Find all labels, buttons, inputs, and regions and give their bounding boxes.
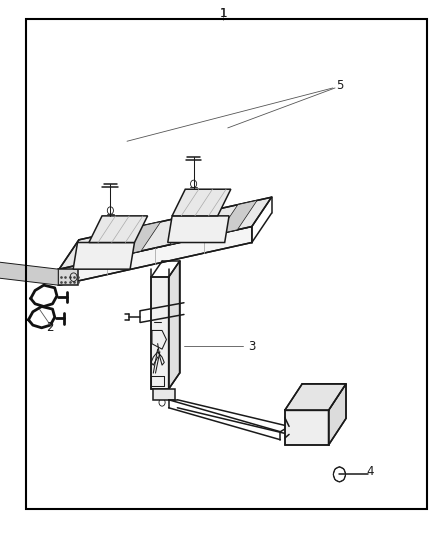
Polygon shape	[74, 232, 113, 266]
Polygon shape	[153, 389, 175, 400]
Polygon shape	[285, 384, 346, 410]
Polygon shape	[285, 410, 328, 445]
Polygon shape	[0, 248, 58, 285]
Polygon shape	[172, 189, 231, 216]
Polygon shape	[170, 211, 209, 245]
Polygon shape	[328, 384, 346, 445]
Polygon shape	[73, 243, 134, 269]
Text: 5: 5	[336, 79, 343, 92]
Polygon shape	[58, 269, 78, 285]
Polygon shape	[151, 277, 169, 389]
Text: 4: 4	[366, 465, 374, 478]
Polygon shape	[168, 216, 229, 243]
Polygon shape	[59, 227, 252, 285]
Text: 3: 3	[248, 340, 255, 353]
Text: 1: 1	[219, 7, 227, 20]
Polygon shape	[169, 261, 180, 389]
Polygon shape	[218, 200, 257, 234]
Polygon shape	[59, 197, 272, 269]
Text: 1: 1	[219, 7, 227, 20]
Polygon shape	[89, 216, 148, 243]
Polygon shape	[122, 222, 161, 255]
Text: 2: 2	[46, 321, 54, 334]
